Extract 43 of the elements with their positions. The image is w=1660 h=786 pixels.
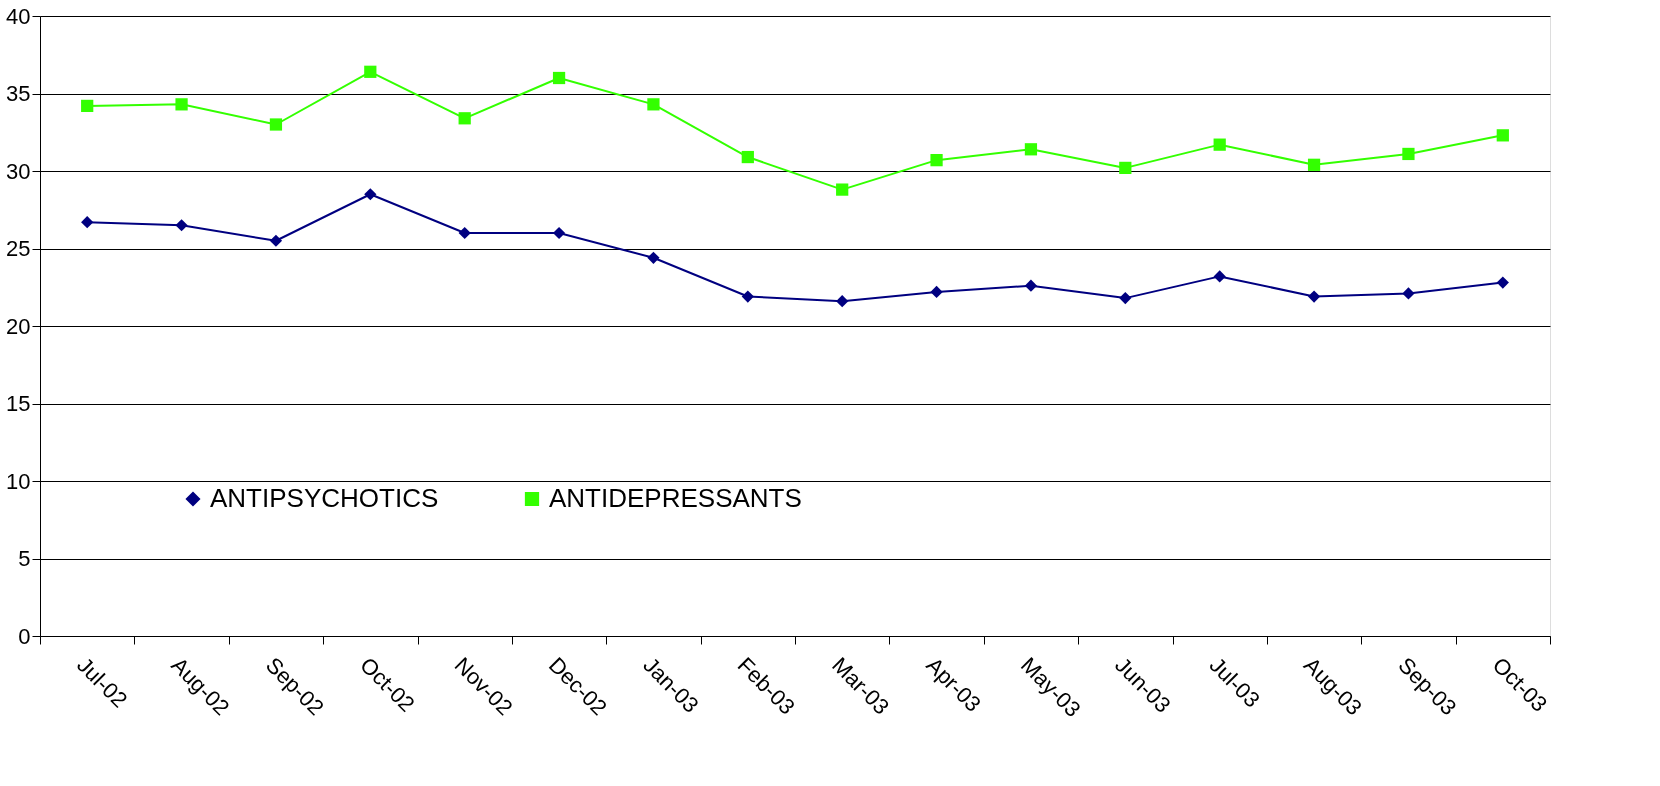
point [647,98,660,111]
point [836,183,849,196]
y-tick-label: 10 [6,468,31,494]
point [175,98,188,111]
y-tick-label: 35 [6,81,31,106]
point [647,251,660,264]
point [364,188,377,201]
point [458,112,471,125]
point [1213,138,1226,151]
point [552,226,566,240]
y-tick-label: 40 [6,3,31,29]
legend-label: ANTIDEPRESSANTS [549,483,802,513]
point [1402,287,1415,300]
point [1307,290,1321,303]
point [1024,279,1038,292]
point [1119,291,1132,305]
point [1213,270,1226,283]
point [1307,158,1321,171]
point [1496,129,1509,142]
point [269,234,283,247]
point [1119,161,1132,175]
point [552,71,566,85]
y-tick-label: 15 [6,391,31,416]
point [269,118,283,131]
point [1024,143,1038,156]
point [741,290,754,303]
point [81,99,94,113]
point [175,219,188,232]
point [458,226,471,240]
point [1402,147,1415,161]
point [836,295,849,308]
y-tick-label: 30 [6,158,31,184]
y-tick-label: 5 [18,546,31,571]
y-tick-label: 20 [6,313,31,339]
point [930,285,943,299]
point [364,65,377,78]
point [81,216,94,229]
point [741,150,754,164]
y-tick-label: 25 [6,236,31,261]
legend-label: ANTIPSYCHOTICS [210,483,439,513]
y-tick-label: 0 [18,623,31,649]
point [930,154,943,167]
point [1496,276,1509,289]
